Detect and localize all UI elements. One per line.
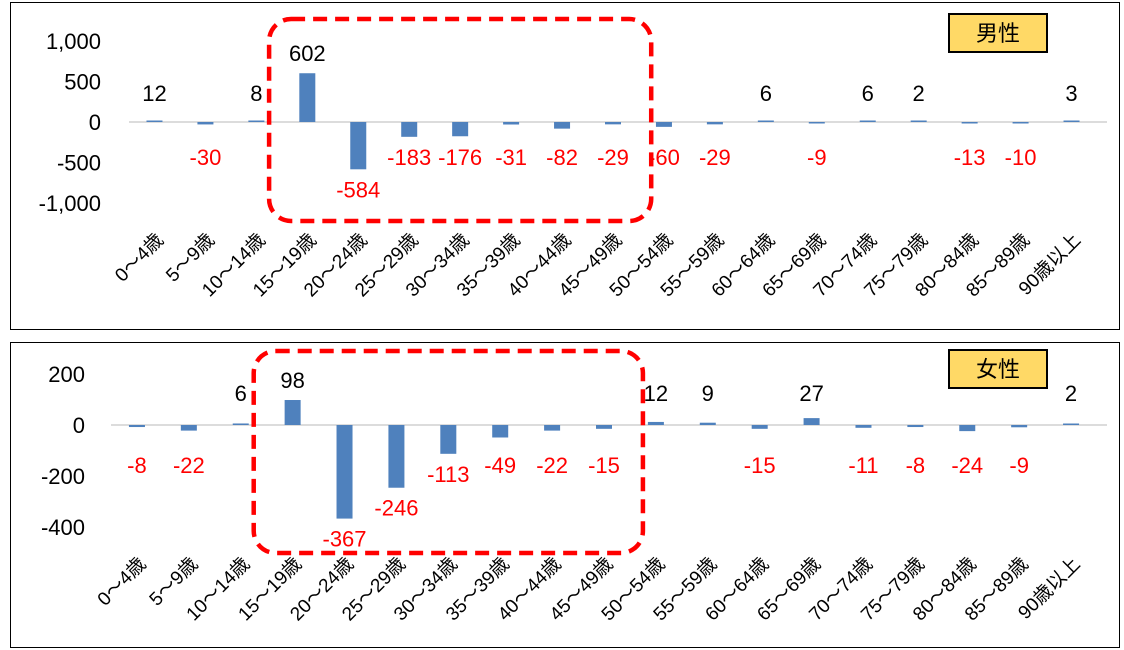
male-bar (757, 120, 774, 122)
female-bar (336, 425, 353, 519)
male-ytick-label: 500 (64, 70, 101, 95)
female-data-label: -246 (374, 496, 418, 521)
female-data-label: 12 (644, 381, 668, 406)
male-bar (1063, 120, 1080, 122)
male-bar (350, 122, 367, 170)
female-data-label: 9 (702, 381, 714, 406)
female-data-label: -8 (127, 453, 147, 478)
female-bar (284, 400, 301, 425)
female-data-label: -22 (536, 453, 568, 478)
male-highlight-box (266, 16, 654, 224)
male-data-label: -29 (597, 145, 629, 170)
male-data-label: 8 (250, 81, 262, 106)
female-badge: 女性 (948, 349, 1048, 389)
male-xtick-label: 0～4歳 (111, 229, 168, 286)
female-ytick-label: -400 (41, 515, 85, 540)
male-data-label: -9 (807, 145, 827, 170)
female-bar (544, 425, 561, 431)
male-bar (554, 122, 571, 129)
female-bar (440, 425, 457, 454)
male-data-label: 602 (289, 41, 326, 66)
male-ytick-label: -1,000 (39, 191, 101, 216)
male-data-label: -29 (699, 145, 731, 170)
female-bar (232, 423, 249, 425)
male-data-label: 6 (760, 81, 772, 106)
male-data-label: -183 (387, 145, 431, 170)
female-chart: 2000-200-400-80～4歳-225～9歳610～14歳9815～19歳… (41, 348, 1107, 625)
male-bar (503, 122, 520, 125)
female-bar (855, 425, 872, 428)
female-data-label: -367 (323, 527, 367, 552)
female-bar (803, 418, 820, 425)
male-bar (452, 122, 469, 137)
male-bar (859, 120, 876, 122)
female-bar (128, 425, 145, 428)
female-ytick-label: 200 (48, 362, 85, 387)
female-bar (388, 425, 405, 488)
female-data-label: -9 (1009, 453, 1029, 478)
male-data-label: -13 (954, 145, 986, 170)
male-data-label: -30 (190, 145, 222, 170)
male-bar (655, 122, 672, 127)
female-data-label: -15 (744, 453, 776, 478)
female-data-label: -113 (427, 462, 469, 487)
male-bar (910, 120, 927, 122)
female-data-label: -49 (484, 453, 516, 478)
female-bar (959, 425, 976, 432)
female-bar (492, 425, 509, 438)
female-data-label: -11 (848, 453, 878, 478)
female-bar (596, 425, 612, 429)
female-chart-panel: 200 0 -200 -400 -8 0～4歳 -22 5～9歳 6 10～14歳 98 15～19歳… (10, 342, 1120, 648)
female-data-label: 27 (799, 381, 823, 406)
female-bar (1063, 423, 1080, 425)
female-bar (180, 425, 197, 431)
male-data-label: 3 (1065, 81, 1077, 106)
male-data-label: -31 (495, 145, 527, 170)
male-bar (706, 122, 723, 125)
male-chart-panel: 1,000 500 0 -500 -1,000 12 0～4歳 -30 5～9歳 8 10～14歳 6… (10, 2, 1120, 330)
male-data-label: -82 (546, 145, 578, 170)
male-bar (197, 122, 214, 125)
female-data-label: -24 (951, 453, 983, 478)
male-bar (1012, 122, 1029, 124)
male-data-label: -584 (336, 177, 380, 202)
male-data-label: -176 (438, 145, 482, 170)
male-ytick-label: 0 (89, 110, 101, 135)
male-bar (808, 122, 825, 124)
female-bar (751, 425, 768, 429)
male-bar (401, 122, 418, 137)
female-data-label: 6 (235, 381, 247, 406)
female-bar (1011, 425, 1028, 428)
male-bar (605, 122, 621, 125)
female-bar (647, 421, 664, 425)
female-data-label: -15 (588, 453, 620, 478)
female-data-label: 98 (280, 368, 304, 393)
male-data-label: 6 (862, 81, 874, 106)
male-badge: 男性 (948, 13, 1048, 53)
female-bar (907, 425, 924, 428)
female-data-label: 2 (1065, 381, 1077, 406)
female-ytick-label: -200 (41, 464, 85, 489)
female-data-label: -22 (173, 453, 205, 478)
female-bar (699, 422, 716, 425)
male-bar (299, 73, 316, 122)
male-bar (248, 120, 265, 122)
male-ytick-label: 1,000 (46, 29, 101, 54)
female-ytick-label: 0 (73, 413, 85, 438)
male-data-label: 12 (142, 81, 166, 106)
female-xtick-label: 0～4歳 (93, 553, 150, 610)
male-data-label: 2 (913, 81, 925, 106)
male-chart: 1,0005000-500-1,000120～4歳-305～9歳810～14歳6… (39, 16, 1107, 301)
male-data-label: -10 (1005, 145, 1037, 170)
male-ytick-label: -500 (57, 151, 101, 176)
female-data-label: -8 (906, 453, 926, 478)
male-bar (146, 120, 163, 122)
male-bar (961, 122, 978, 124)
